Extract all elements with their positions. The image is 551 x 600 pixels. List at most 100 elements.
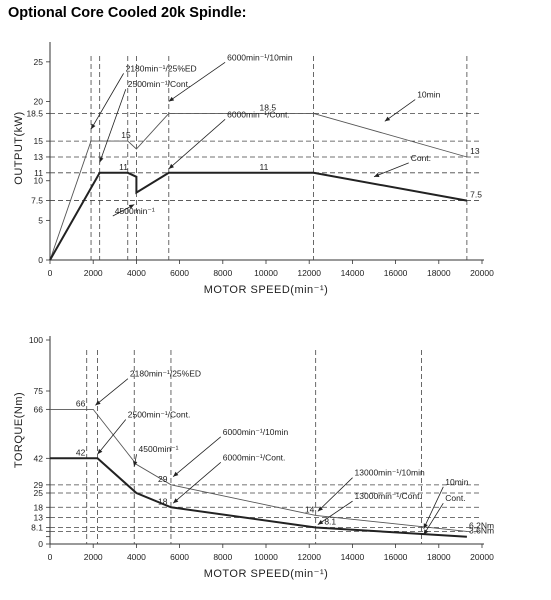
annotation-arrowhead — [317, 519, 324, 525]
annotation-label: 6000min⁻¹/Cont. — [227, 109, 290, 119]
annotation-label: 10min — [445, 477, 468, 487]
annotation-label: 2500min⁻¹/Cont. — [128, 79, 191, 89]
x-tick-label: 12000 — [297, 268, 321, 278]
data-label: 18.5 — [260, 102, 277, 112]
y-tick-label: 25 — [34, 57, 44, 67]
annotation-leader — [317, 500, 353, 525]
x-tick-label: 10000 — [254, 268, 278, 278]
annotation-arrowhead — [97, 448, 103, 455]
y-tick-label: 25 — [34, 488, 44, 498]
annotation-arrowhead — [91, 123, 96, 130]
data-label: 15 — [121, 130, 131, 140]
annotation-leader — [384, 99, 416, 122]
data-label: 29 — [158, 474, 168, 484]
x-tick-label: 4000 — [127, 552, 146, 562]
x-tick-label: 18000 — [427, 268, 451, 278]
annotation-label: 10min — [417, 90, 440, 100]
x-tick-label: 20000 — [470, 268, 494, 278]
y-tick-label: 13 — [34, 152, 44, 162]
y-axis-title: TORQUE(Nm) — [13, 392, 25, 468]
data-label: 18 — [158, 496, 168, 506]
page-title: Optional Core Cooled 20k Spindle: — [8, 5, 247, 21]
annotation-label: 13000min⁻¹/Cont. — [355, 491, 422, 501]
annotation-arrowhead — [423, 523, 428, 529]
annotation-arrowhead — [173, 498, 179, 504]
annotation-arrowhead — [374, 172, 380, 177]
annotation-leader — [95, 378, 129, 406]
y-tick-label: 20 — [34, 96, 44, 106]
series-line-min — [50, 408, 467, 532]
x-tick-label: 18000 — [427, 552, 451, 562]
annotation-arrowhead — [173, 471, 179, 477]
annotation-leader — [317, 477, 353, 512]
y-tick-label: 11 — [34, 168, 43, 178]
data-label: 66 — [76, 398, 86, 408]
y-tick-label: 8.1 — [31, 522, 43, 532]
data-label: 6.2Nm — [469, 520, 494, 530]
annotation-leader — [90, 73, 124, 130]
data-label: 3.6Nm — [469, 526, 494, 536]
x-tick-label: 16000 — [384, 268, 408, 278]
series-line-cont — [49, 171, 468, 261]
x-tick-label: 20000 — [470, 552, 494, 562]
x-tick-label: 8000 — [213, 552, 232, 562]
annotation-label: 4500min⁻¹ — [139, 444, 179, 454]
y-tick-label: 75 — [34, 386, 44, 396]
annotation-leader — [168, 61, 226, 102]
annotation-label: Cont. — [445, 493, 465, 503]
y-tick-label: 42 — [34, 453, 44, 463]
annotation-arrowhead — [423, 529, 429, 535]
annotation-arrowhead — [133, 461, 138, 467]
series-line-cont — [50, 457, 467, 538]
x-tick-label: 6000 — [170, 268, 189, 278]
series-line-min — [49, 112, 468, 261]
x-tick-label: 6000 — [170, 552, 189, 562]
annotation-arrowhead — [168, 163, 175, 169]
annotation-arrowhead — [99, 157, 104, 163]
y-tick-label: 29 — [34, 480, 44, 490]
x-tick-label: 2000 — [84, 268, 103, 278]
x-tick-label: 12000 — [297, 552, 321, 562]
x-tick-label: 2000 — [84, 552, 103, 562]
y-tick-label: 100 — [29, 335, 43, 345]
y-tick-label: 66 — [34, 404, 44, 414]
data-label: 14 — [305, 504, 315, 514]
annotation-leader — [168, 119, 226, 170]
annotation-leader — [172, 436, 222, 477]
annotation-label: 4500min⁻¹ — [115, 206, 155, 216]
annotation-arrowhead — [317, 506, 323, 512]
x-axis-title: MOTOR SPEED(min⁻¹) — [204, 284, 329, 296]
y-tick-label: 7.5 — [31, 196, 43, 206]
annotation-arrowhead — [95, 400, 101, 406]
annotation-label: 6000min⁻¹/10min — [223, 427, 289, 437]
x-tick-label: 14000 — [341, 552, 365, 562]
data-label: 42 — [76, 447, 86, 457]
annotation-label: 2180min⁻¹/25%ED — [130, 369, 201, 379]
data-label: 11 — [119, 162, 128, 172]
annotation-label: Cont. — [411, 153, 431, 163]
x-tick-label: 4000 — [127, 268, 146, 278]
y-tick-label: 18.5 — [26, 108, 43, 118]
data-label: 13 — [470, 146, 480, 156]
data-label: 11 — [260, 162, 269, 172]
annotation-leader — [423, 502, 444, 536]
y-axis-title: OUTPUT(kW) — [13, 111, 25, 184]
data-label: 7.5 — [470, 190, 482, 200]
annotation-label: 6000min⁻¹/10min — [227, 52, 293, 62]
x-tick-label: 0 — [48, 268, 53, 278]
y-tick-label: 10 — [34, 176, 44, 186]
annotation-arrowhead — [168, 96, 175, 102]
annotation-label: 6000min⁻¹/Cont. — [223, 452, 286, 462]
x-tick-label: 14000 — [341, 268, 365, 278]
annotation-leader — [97, 419, 127, 455]
annotation-leader — [423, 486, 444, 529]
y-tick-label: 18 — [34, 502, 44, 512]
annotation-arrowhead — [128, 204, 135, 209]
annotation-leader — [99, 89, 127, 163]
annotation-arrowhead — [384, 116, 391, 122]
x-tick-label: 8000 — [213, 268, 232, 278]
annotation-leader — [373, 162, 409, 178]
y-tick-label: 0 — [38, 255, 43, 265]
